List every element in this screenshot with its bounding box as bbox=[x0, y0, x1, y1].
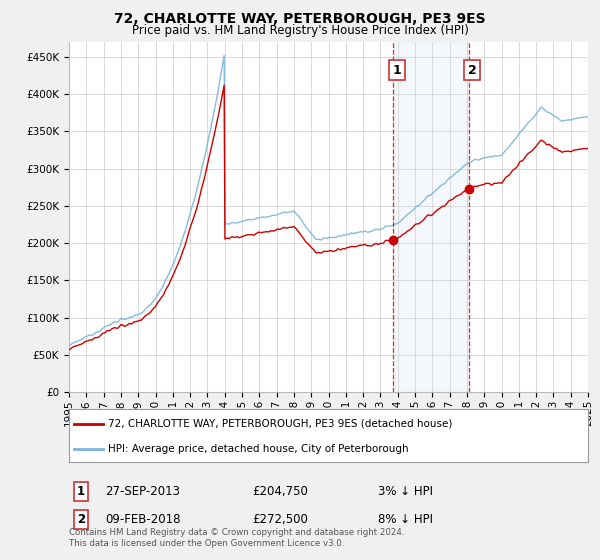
Text: £204,750: £204,750 bbox=[252, 485, 308, 498]
Text: 1: 1 bbox=[392, 63, 401, 77]
Text: 27-SEP-2013: 27-SEP-2013 bbox=[105, 485, 180, 498]
Text: 09-FEB-2018: 09-FEB-2018 bbox=[105, 513, 181, 526]
Text: 72, CHARLOTTE WAY, PETERBOROUGH, PE3 9ES (detached house): 72, CHARLOTTE WAY, PETERBOROUGH, PE3 9ES… bbox=[108, 419, 452, 429]
Text: 2: 2 bbox=[468, 63, 476, 77]
Text: HPI: Average price, detached house, City of Peterborough: HPI: Average price, detached house, City… bbox=[108, 444, 409, 454]
Text: Price paid vs. HM Land Registry's House Price Index (HPI): Price paid vs. HM Land Registry's House … bbox=[131, 24, 469, 37]
Text: 2: 2 bbox=[77, 513, 85, 526]
Text: 1: 1 bbox=[77, 485, 85, 498]
Text: £272,500: £272,500 bbox=[252, 513, 308, 526]
Text: Contains HM Land Registry data © Crown copyright and database right 2024.
This d: Contains HM Land Registry data © Crown c… bbox=[69, 528, 404, 548]
Bar bbox=[394, 42, 469, 392]
Text: 3% ↓ HPI: 3% ↓ HPI bbox=[378, 485, 433, 498]
Text: 72, CHARLOTTE WAY, PETERBOROUGH, PE3 9ES: 72, CHARLOTTE WAY, PETERBOROUGH, PE3 9ES bbox=[114, 12, 486, 26]
Text: 8% ↓ HPI: 8% ↓ HPI bbox=[378, 513, 433, 526]
